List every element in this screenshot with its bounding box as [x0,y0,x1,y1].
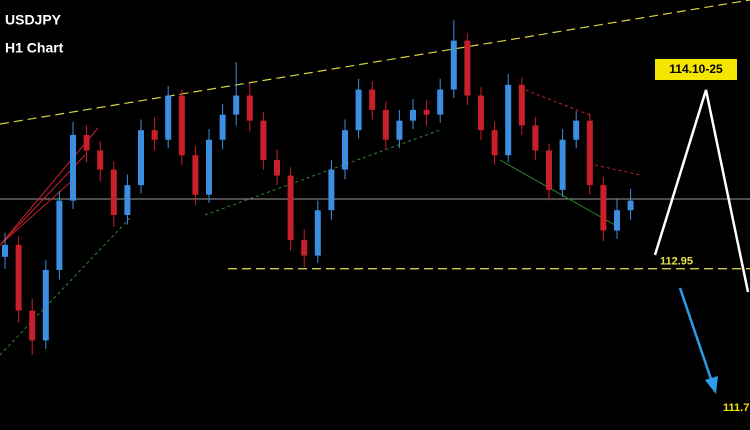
candle-body [29,310,36,341]
trend-line [0,0,750,125]
candle-body [586,120,593,186]
candle-body [546,150,552,190]
candle-body [559,139,566,190]
drawings [0,87,641,356]
candle-body [355,89,362,131]
candle-body [219,114,226,140]
candle-body [518,84,525,126]
candle-body [369,89,376,110]
candle-body [246,95,253,121]
fan-line [0,177,76,246]
candle-body [15,244,22,311]
candle-body [450,40,457,90]
candle-body [97,150,104,170]
resistance-line [519,87,591,116]
candle-body [423,109,430,115]
candle-body [138,130,144,186]
candle-body [2,244,8,257]
candle-body [396,120,403,140]
candle-body [614,210,620,231]
candle-body [600,185,607,231]
candle-body [573,120,580,140]
forecast-path [653,89,750,293]
candle-body [301,240,308,256]
candle-body [274,160,280,176]
candle-body [151,130,158,140]
candle-body [437,89,444,115]
candle-body [70,134,76,201]
target-box [655,59,737,80]
arrow-head [705,376,718,394]
candle-body [382,109,389,140]
candle-body [83,134,90,151]
support-line [0,217,131,356]
candle-body [328,169,335,211]
fan-line [0,127,99,246]
candle-body [505,84,512,156]
candle-body [342,130,348,170]
candle-body [206,139,212,195]
candle-body [491,130,498,156]
level-label: 112.95 [660,256,693,268]
candle-body [260,120,267,161]
candle-body [165,95,172,140]
candle-body [192,155,199,195]
candle-body [464,40,471,96]
candle-body [233,95,240,115]
candle-body [42,269,49,341]
candle-body [532,125,539,151]
candle-body [110,169,117,215]
chart-title: USDJPY [5,12,62,28]
candle-body [478,95,484,131]
candle-body [627,200,634,211]
candle-body [178,95,185,156]
chart-subtitle: H1 Chart [5,40,64,56]
candle-body [410,109,416,121]
candle-body [287,175,294,241]
target-label: 111.7 [723,402,749,414]
support-line [499,159,616,226]
candle-body [56,200,63,270]
candle-body [314,210,321,256]
resistance-line [594,164,641,176]
forecast-arrow [678,287,714,383]
candle-body [124,185,131,215]
target-label: 114.10-25 [669,62,723,76]
